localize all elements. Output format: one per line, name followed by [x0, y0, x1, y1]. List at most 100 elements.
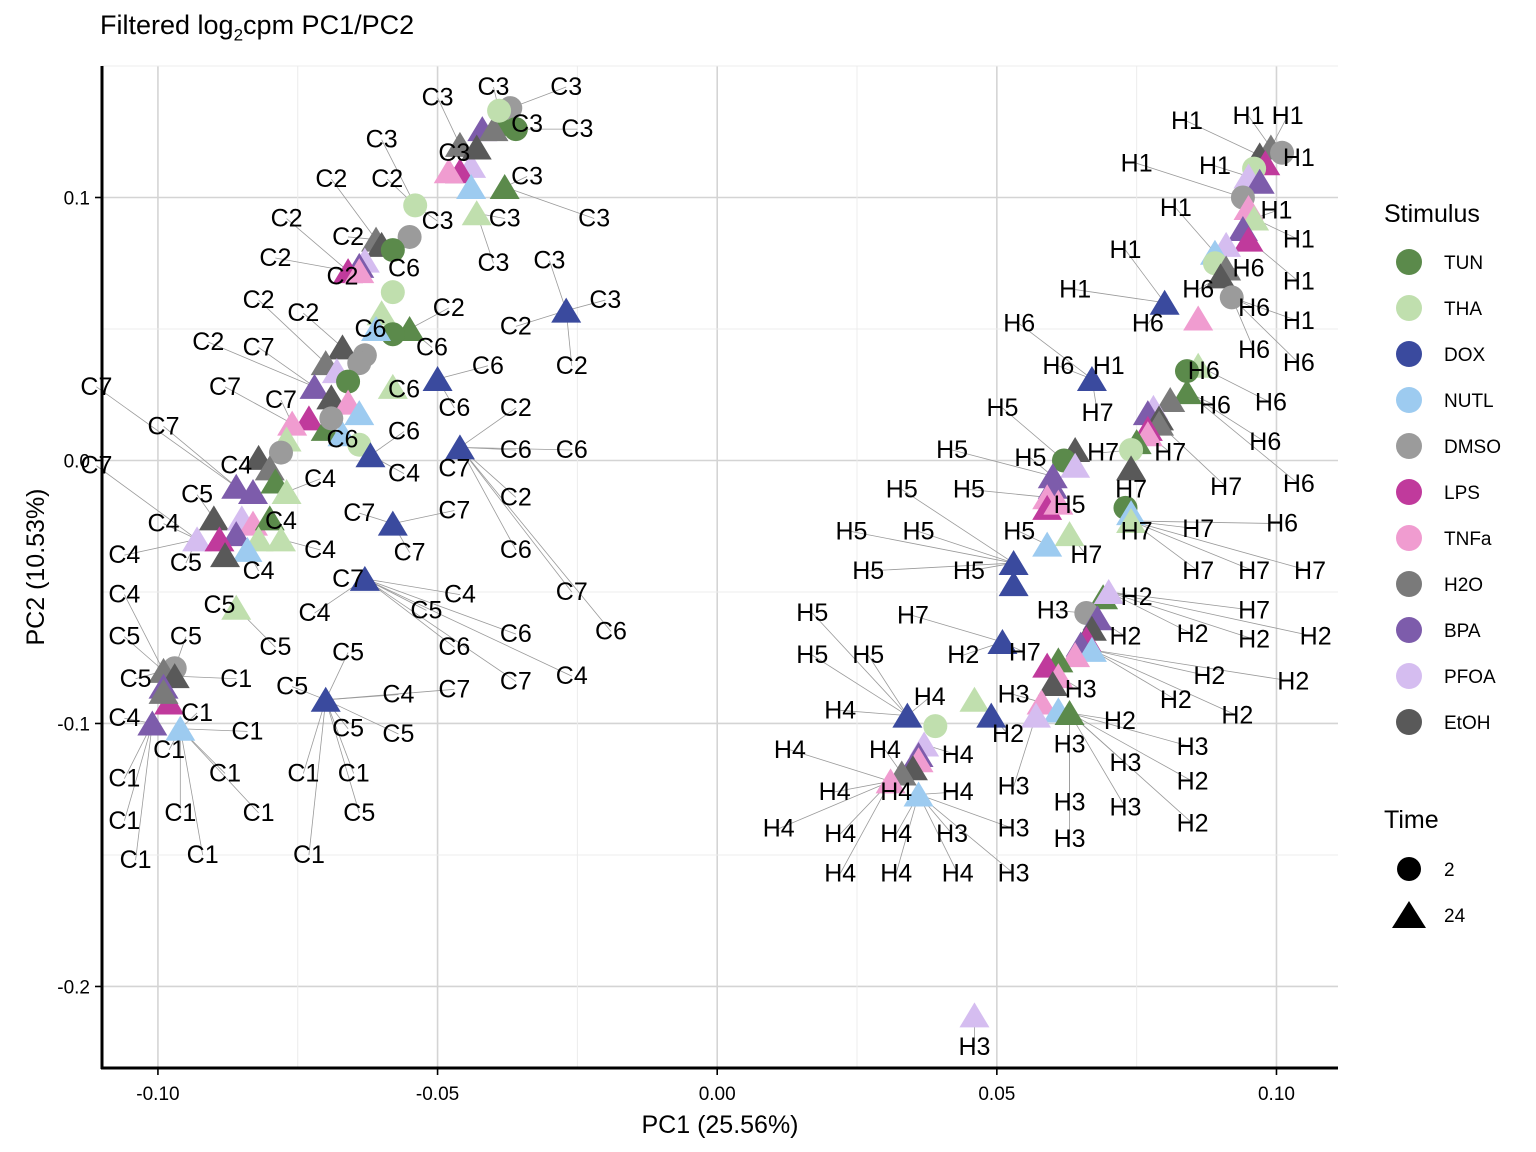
label-leader-line [370, 431, 405, 456]
point-label: C6 [500, 436, 532, 464]
point-label: H2 [1109, 623, 1141, 651]
legend-label-etoh: EtOH [1444, 713, 1490, 734]
label-leader-line [124, 636, 164, 672]
point-label: H1 [1093, 352, 1125, 380]
point-triangle-etoh [461, 134, 492, 160]
point-label: C1 [187, 841, 219, 869]
label-leader-line [392, 510, 455, 524]
point-label: C1 [164, 799, 196, 827]
point-triangle-tun [1171, 379, 1202, 405]
point-label: C6 [556, 436, 588, 464]
point-label: C2 [556, 352, 588, 380]
point-label: C3 [589, 286, 621, 314]
point-label: H6 [1283, 349, 1315, 377]
legend-key-nutl [1396, 387, 1422, 413]
point-label: C3 [533, 247, 565, 275]
label-leader-line [867, 654, 908, 716]
point-label: H4 [774, 736, 806, 764]
point-label: H4 [819, 778, 851, 806]
point-label: C4 [304, 465, 336, 493]
point-label: H1 [1283, 268, 1315, 296]
point-label: C3 [478, 249, 510, 277]
label-leader-line [303, 312, 343, 348]
point-label: C3 [438, 139, 470, 167]
label-leader-line [812, 654, 908, 716]
point-label: C6 [472, 352, 504, 380]
point-triangle-tun [254, 505, 285, 531]
point-triangle-nutl [232, 536, 263, 562]
legend-label-lps: LPS [1444, 483, 1480, 504]
point-label: H3 [1054, 788, 1086, 816]
point-label: C5 [170, 549, 202, 577]
label-leader-line [1186, 391, 1266, 443]
point-label: C2 [371, 165, 403, 193]
legend-key-tnfa [1396, 525, 1422, 551]
point-triangle-bpa [221, 473, 252, 499]
point-label: C3 [478, 73, 510, 101]
point-label: H4 [824, 820, 856, 848]
point-triangle-pfoa [1020, 702, 1051, 728]
point-label: H3 [1177, 733, 1209, 761]
point-triangle-tha [271, 479, 302, 505]
legend-key-tun [1396, 249, 1422, 275]
label-leader-line [124, 538, 198, 556]
point-label: H6 [1003, 310, 1035, 338]
label-leader-line [325, 694, 399, 701]
label-leader-line [1108, 591, 1255, 611]
point-label: C4 [265, 507, 297, 535]
legend-key-etoh [1396, 709, 1422, 735]
point-label: C1 [243, 799, 275, 827]
point-label: C7 [343, 499, 375, 527]
point-label: C4 [108, 581, 140, 609]
point-triangle-nutl [165, 715, 196, 741]
point-label: H1 [1171, 107, 1203, 135]
point-label: C2 [271, 205, 303, 233]
point-triangle-tnfa [1183, 305, 1214, 331]
label-leader-line [325, 652, 349, 700]
legend-label-time: 24 [1444, 906, 1466, 927]
legend-key-dmso [1396, 433, 1422, 459]
point-label: C3 [550, 73, 582, 101]
label-leader-line [364, 578, 455, 648]
point-triangle-nutl [903, 781, 934, 807]
point-label: H4 [880, 820, 912, 848]
y-tick-label: -0.1 [57, 714, 90, 735]
point-triangle-bpa [1244, 168, 1275, 194]
point-label: C3 [366, 126, 398, 154]
point-label: H1 [1283, 226, 1315, 254]
point-circle-tha [487, 98, 512, 123]
point-label: H4 [824, 696, 856, 724]
point-circle-dmso [268, 440, 293, 465]
label-leader-line [180, 728, 259, 814]
point-label: C4 [220, 452, 252, 480]
point-label: H5 [852, 557, 884, 585]
point-label: H4 [942, 741, 974, 769]
point-label: H1 [1233, 102, 1265, 130]
point-label: C3 [578, 205, 610, 233]
point-label: H2 [1193, 662, 1225, 690]
label-leader-line [1130, 520, 1255, 572]
point-label: C4 [382, 681, 414, 709]
point-label: H6 [1238, 294, 1270, 322]
point-label: H3 [1054, 825, 1086, 853]
legend-stimulus-title: Stimulus [1384, 200, 1480, 228]
point-triangle-tha [366, 300, 397, 326]
label-leader-line [1198, 365, 1272, 403]
x-tick-label: -0.05 [416, 1084, 459, 1105]
label-leader-line [409, 307, 449, 330]
point-label: C7 [148, 412, 180, 440]
y-tick-label: -0.2 [57, 977, 90, 998]
point-circle-tha [1119, 437, 1144, 462]
point-label: C6 [388, 375, 420, 403]
point-label: H7 [1294, 557, 1326, 585]
point-triangle-bpa [299, 373, 330, 399]
point-label: C6 [388, 418, 420, 446]
label-leader-line [437, 97, 461, 146]
point-label: H3 [998, 859, 1030, 887]
point-label: H2 [1277, 667, 1309, 695]
point-triangle-dox [551, 297, 582, 323]
point-circle-dmso [1270, 140, 1295, 165]
label-leader-line [459, 446, 572, 451]
label-leader-line [1091, 649, 1294, 682]
point-label: H7 [1238, 596, 1270, 624]
